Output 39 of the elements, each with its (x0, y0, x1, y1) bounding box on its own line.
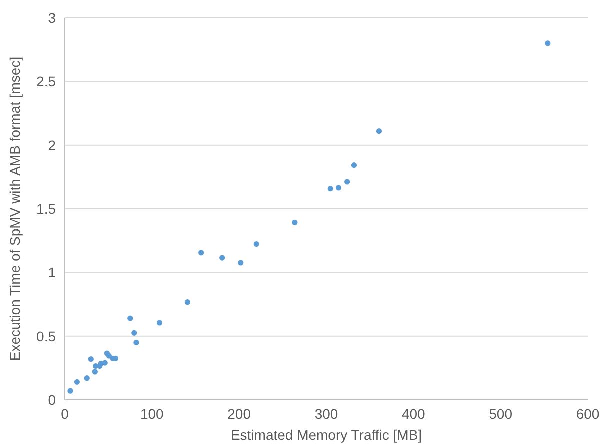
point (84, 376, 90, 382)
point (254, 241, 260, 248)
x-tick-label: 300 (314, 406, 338, 422)
x-tick-label: 400 (402, 406, 426, 422)
point (344, 179, 350, 185)
point (351, 162, 358, 168)
point (238, 260, 244, 266)
point (102, 360, 108, 366)
point (376, 128, 382, 134)
point (92, 369, 98, 375)
point (292, 220, 298, 226)
y-tick-label: 2.5 (36, 74, 56, 90)
y-axis-title: Execution Time of SpMV with AMB format [msec] (7, 56, 23, 362)
y-tick-label: 3 (48, 10, 56, 26)
x-axis-title: Estimated Memory Traffic [MB] (230, 427, 422, 443)
point (220, 255, 226, 261)
point (328, 186, 334, 192)
point (68, 388, 74, 394)
y-tick-label: 1.5 (36, 201, 56, 217)
x-tick-label: 600 (576, 406, 600, 422)
y-tick-label: 2 (48, 137, 56, 154)
y-tick-label: 0 (48, 392, 56, 408)
x-tick-label: 200 (228, 406, 252, 422)
point (545, 40, 551, 46)
point (134, 340, 140, 346)
y-tick-label: 0.5 (36, 328, 56, 344)
point (74, 379, 80, 385)
x-tick-label: 100 (140, 406, 164, 422)
point (106, 353, 112, 359)
point (132, 330, 138, 336)
x-tick-label: 0 (61, 406, 70, 422)
point (88, 356, 94, 362)
x-tick-label: 500 (489, 406, 513, 422)
point (198, 250, 204, 256)
point (184, 300, 190, 306)
point (128, 316, 134, 322)
point (336, 185, 342, 191)
y-tick-label: 1 (48, 264, 56, 281)
point (156, 320, 163, 326)
